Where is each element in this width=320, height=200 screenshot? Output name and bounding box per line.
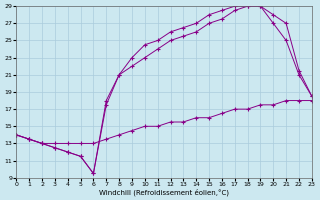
X-axis label: Windchill (Refroidissement éolien,°C): Windchill (Refroidissement éolien,°C) [99, 188, 229, 196]
